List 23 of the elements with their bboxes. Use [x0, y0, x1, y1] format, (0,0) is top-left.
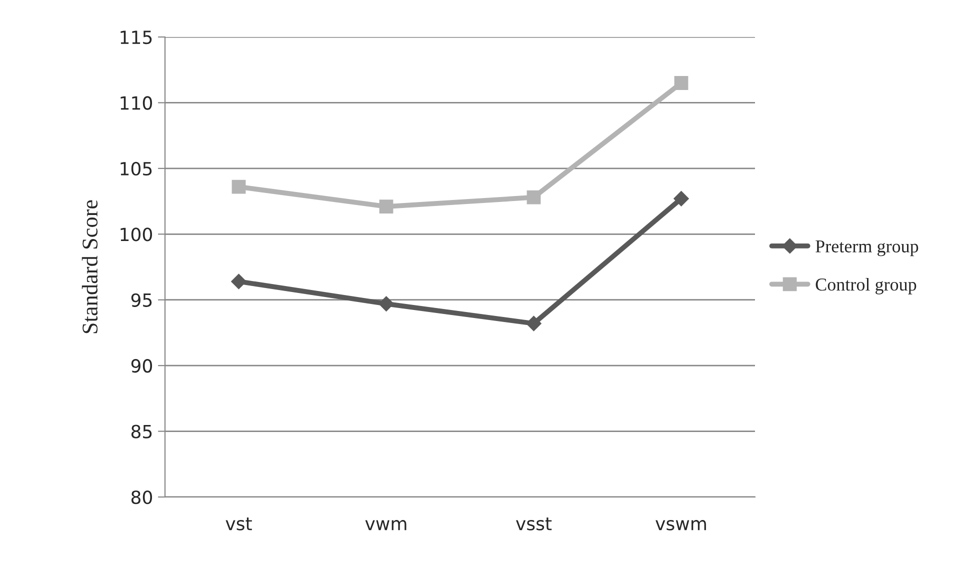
y-axis-title: Standard Score: [82, 200, 98, 334]
y-tick-label: 100: [120, 228, 152, 242]
point: [526, 316, 542, 332]
legend-label: Preterm group: [816, 240, 918, 256]
point: [674, 191, 689, 206]
y-tick-label: 115: [120, 30, 152, 44]
point: [674, 76, 688, 90]
x-tick-label: vsst: [516, 517, 552, 530]
point: [231, 274, 246, 290]
legend-label: Control group: [816, 278, 916, 294]
point: [379, 200, 394, 214]
point: [378, 296, 394, 312]
y-tick-label: 105: [120, 162, 152, 176]
point: [526, 190, 541, 204]
y-tick-label: 80: [131, 490, 152, 504]
y-tick-label: 85: [131, 424, 152, 438]
y-tick-label: 95: [131, 293, 152, 307]
y-tick-label: 110: [120, 96, 152, 110]
y-tick-label: 90: [131, 359, 152, 373]
x-tick-label: vwm: [365, 520, 406, 530]
x-tick-label: vswm: [656, 520, 706, 530]
point: [232, 180, 246, 194]
x-tick-label: vst: [226, 517, 252, 530]
